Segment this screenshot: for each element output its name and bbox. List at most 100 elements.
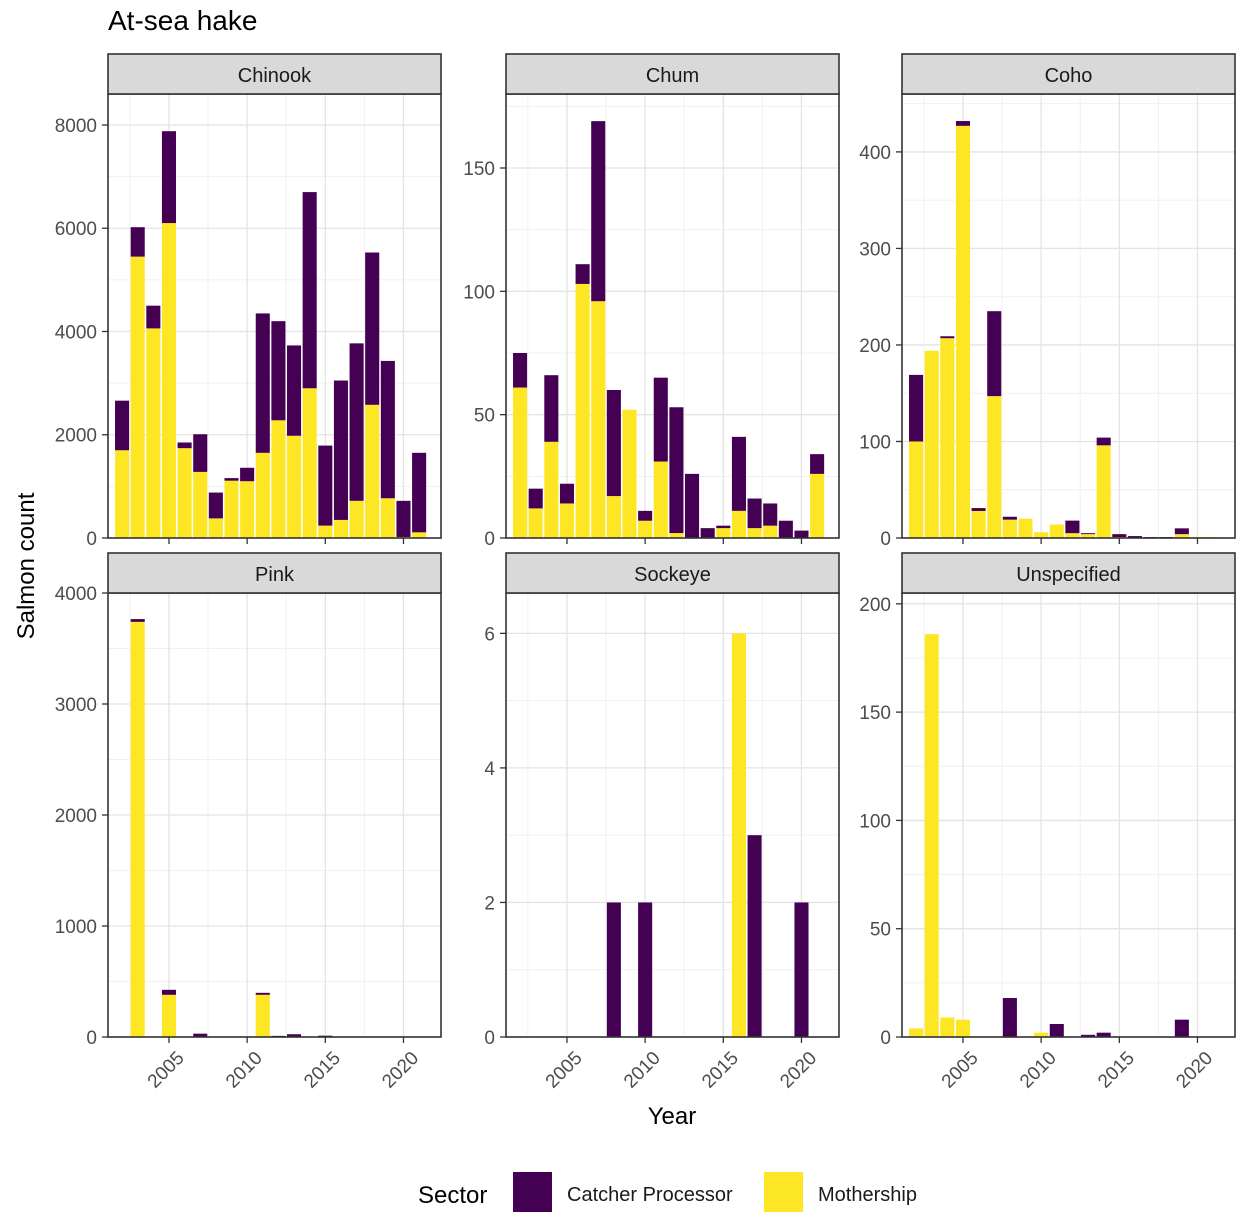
panel-sockeye: Sockeye 0 2 4 6 2005 2010 2015 2020 <box>484 552 840 1093</box>
bar-coho-2004-mothership <box>940 338 955 538</box>
y-tick-label: 4 <box>484 759 495 780</box>
bar-chinook-2005-catcher-processor <box>161 131 177 224</box>
facet-strip <box>505 552 840 594</box>
bar-chum-2009-mothership <box>622 409 637 538</box>
bar-coho-2012-catcher-processor <box>1065 520 1080 534</box>
bar-chinook-2007-mothership <box>193 471 208 538</box>
x-tick-label: 2015 <box>698 1048 743 1093</box>
y-tick-label: 0 <box>484 1028 495 1049</box>
x-tick-label: 2015 <box>1094 1048 1139 1093</box>
legend-title: Sector <box>418 1182 487 1209</box>
bar-unspecified-2004-mothership <box>940 1017 955 1037</box>
bar-coho-2016-catcher-processor <box>1127 536 1142 538</box>
bar-unspecified-2013-catcher-processor <box>1081 1034 1096 1037</box>
y-tick-label: 0 <box>880 529 891 550</box>
plot-background <box>506 593 839 1037</box>
bar-unspecified-2005-mothership <box>955 1019 971 1037</box>
bar-sockeye-2008-catcher-processor <box>606 902 621 1037</box>
panel-pink: Pink 0 1000 2000 3000 4000 2005 2010 2015 2020 <box>55 552 442 1093</box>
bar-chinook-2015-catcher-processor <box>318 445 333 526</box>
bar-chinook-2013-mothership <box>287 435 302 538</box>
bar-chinook-2016-catcher-processor <box>333 380 348 520</box>
bar-chum-2017-catcher-processor <box>747 498 762 529</box>
facet-panels: Chinook02000400060008000Chum050100150Coh… <box>55 53 1236 1093</box>
bar-chum-2013-catcher-processor <box>685 473 700 538</box>
bar-coho-2019-mothership <box>1174 534 1189 538</box>
bar-chinook-2019-mothership <box>380 498 395 538</box>
bar-pink-2011-catcher-processor <box>255 992 270 995</box>
bar-unspecified-2011-catcher-processor <box>1049 1024 1064 1037</box>
bar-chinook-2004-mothership <box>146 328 161 538</box>
figure-title: At-sea hake <box>108 5 257 36</box>
bar-coho-2003-mothership <box>924 350 939 538</box>
y-tick-label: 200 <box>859 336 891 357</box>
facet-strip <box>505 53 840 95</box>
bar-chum-2019-catcher-processor <box>778 520 793 538</box>
y-tick-label: 400 <box>859 143 891 164</box>
facet-strip <box>107 53 442 95</box>
bar-chum-2018-mothership <box>763 525 778 538</box>
bar-pink-2003-catcher-processor <box>130 619 145 622</box>
bar-chum-2021-catcher-processor <box>810 454 825 474</box>
bar-coho-2014-catcher-processor <box>1096 437 1111 446</box>
y-tick-label: 0 <box>86 1028 97 1049</box>
bar-chinook-2011-mothership <box>255 452 270 538</box>
bar-chum-2002-mothership <box>513 387 528 538</box>
bar-chinook-2008-catcher-processor <box>208 492 223 519</box>
bar-chinook-2010-catcher-processor <box>240 467 255 482</box>
facet-label-pink: Pink <box>255 564 295 586</box>
x-tick-label: 2010 <box>620 1048 665 1093</box>
bar-chinook-2006-catcher-processor <box>177 442 192 449</box>
facet-strip <box>901 53 1236 95</box>
y-tick-label: 8000 <box>55 116 97 137</box>
bar-coho-2007-catcher-processor <box>987 311 1002 397</box>
bar-unspecified-2010-mothership <box>1034 1032 1049 1037</box>
bar-chum-2018-catcher-processor <box>763 503 778 526</box>
bar-chinook-2013-catcher-processor <box>287 345 302 436</box>
bar-chum-2010-catcher-processor <box>638 510 653 521</box>
legend-key-catcher-processor <box>513 1172 552 1212</box>
x-tick-label: 2005 <box>938 1048 983 1093</box>
bar-chinook-2019-catcher-processor <box>380 360 395 499</box>
bar-unspecified-2019-catcher-processor <box>1174 1019 1189 1037</box>
bar-chum-2003-catcher-processor <box>528 488 543 509</box>
bar-chum-2006-catcher-processor <box>575 264 590 284</box>
bar-chinook-2003-catcher-processor <box>130 227 145 257</box>
bar-chinook-2012-mothership <box>271 420 286 538</box>
x-tick-label: 2020 <box>1172 1048 1217 1093</box>
facet-label-coho: Coho <box>1045 65 1093 87</box>
bar-chum-2020-catcher-processor <box>794 530 809 538</box>
bar-unspecified-2003-mothership <box>924 634 939 1037</box>
bar-coho-2013-mothership <box>1081 534 1096 538</box>
bar-chinook-2020-catcher-processor <box>396 500 411 537</box>
bar-chum-2007-mothership <box>591 301 606 538</box>
bar-unspecified-2008-catcher-processor <box>1002 998 1017 1037</box>
y-tick-label: 2000 <box>55 806 97 827</box>
bar-chinook-2002-mothership <box>115 450 130 538</box>
x-tick-label: 2020 <box>378 1048 423 1093</box>
bar-coho-2002-mothership <box>909 441 924 538</box>
bar-coho-2008-catcher-processor <box>1002 516 1017 520</box>
bar-chinook-2006-mothership <box>177 448 192 538</box>
bar-chum-2006-mothership <box>575 283 590 538</box>
y-tick-label: 100 <box>859 811 891 832</box>
legend: Sector Catcher Processor Mothership <box>418 1172 917 1212</box>
bar-chum-2016-catcher-processor <box>731 436 746 511</box>
bar-chinook-2017-mothership <box>349 500 364 538</box>
x-tick-label: 2015 <box>300 1048 345 1093</box>
bar-chinook-2021-mothership <box>412 532 427 538</box>
y-tick-label: 150 <box>859 703 891 724</box>
bar-chinook-2009-catcher-processor <box>224 478 239 481</box>
bar-chum-2005-mothership <box>559 503 575 538</box>
bar-unspecified-2014-catcher-processor <box>1096 1032 1111 1037</box>
y-tick-label: 50 <box>474 406 495 427</box>
y-tick-label: 100 <box>463 282 495 303</box>
bar-chinook-2007-catcher-processor <box>193 434 208 472</box>
facet-strip <box>107 552 442 594</box>
bar-pink-2005-mothership <box>161 994 177 1037</box>
y-tick-label: 2 <box>484 893 495 914</box>
y-tick-label: 3000 <box>55 695 97 716</box>
bar-chum-2004-mothership <box>544 441 559 538</box>
x-axis-label: Year <box>648 1103 697 1130</box>
